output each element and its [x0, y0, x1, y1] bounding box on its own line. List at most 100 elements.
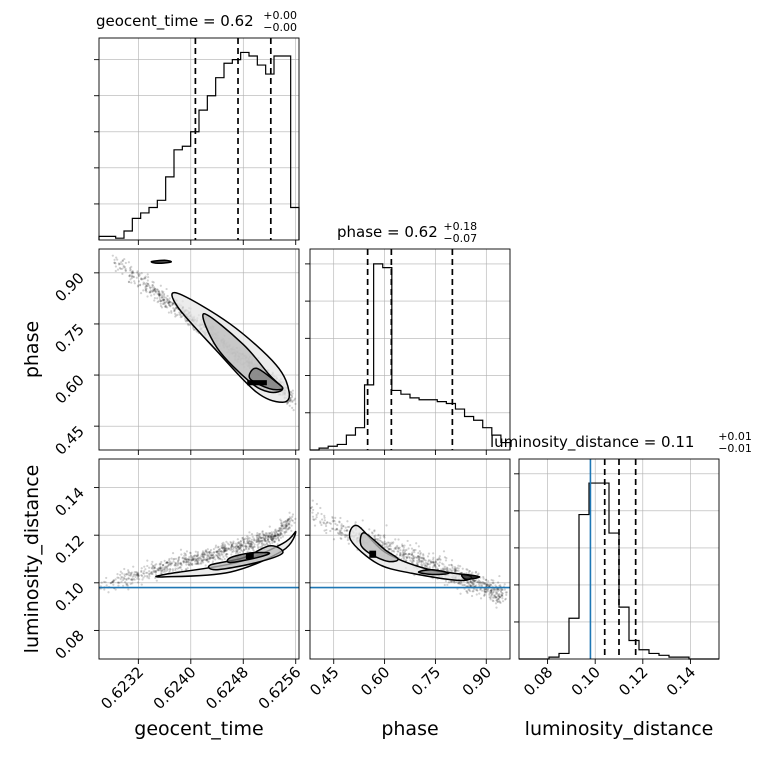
pair-0-sample — [150, 290, 153, 293]
pair-1-density — [99, 511, 297, 594]
pair-1-sample — [143, 575, 147, 578]
pair-2-sample — [503, 588, 506, 591]
pair-1-sample — [266, 535, 269, 538]
pair-2-sample — [499, 595, 502, 598]
pair-2-sample — [429, 559, 432, 562]
pair-2-sample — [427, 560, 430, 563]
pair-0-sample — [151, 286, 154, 289]
pair-0-sample — [121, 272, 124, 276]
pair-1-sample — [210, 556, 213, 559]
pair-2-sample — [471, 582, 474, 585]
pair-1-sample — [155, 569, 158, 572]
pair-0-sample — [186, 322, 190, 325]
pair-1-sample — [195, 555, 198, 558]
pair-1-sample — [218, 552, 221, 556]
pair-2-sample — [416, 562, 419, 565]
pair-2-sample — [346, 529, 349, 532]
pair-1-sample — [190, 555, 193, 558]
pair-2-frame — [309, 458, 511, 660]
pair-2-sample — [487, 584, 490, 587]
pair-0-sample — [153, 299, 156, 302]
pair-1-sample — [248, 545, 251, 548]
pair-2-sample — [315, 502, 319, 506]
pair-1-sample — [140, 574, 144, 578]
pair-2-sample — [468, 588, 471, 591]
pair-2-sample — [397, 538, 400, 541]
pair-2-sample — [323, 519, 326, 522]
pair-2-sample — [454, 570, 457, 573]
pair-0-sample — [113, 261, 116, 264]
pair-2-sample — [446, 569, 449, 572]
pair-0-sample — [122, 264, 125, 268]
pair-2-sample — [446, 583, 449, 586]
pair-2-sample — [470, 584, 473, 587]
pair-1-sample — [149, 571, 153, 575]
pair-2-sample — [483, 594, 486, 597]
yaxis-label-2: luminosity_distance — [21, 465, 43, 654]
pair-2-sample — [346, 534, 349, 537]
pair-2-sample — [319, 520, 322, 523]
pair-1-sample — [160, 560, 163, 564]
pair-0-sample — [162, 299, 165, 302]
pair-2-sample — [416, 561, 419, 564]
pair-1-sample — [158, 567, 162, 570]
pair-1-sample — [161, 564, 165, 567]
pair-1-sample — [279, 533, 282, 536]
pair-1-sample — [270, 534, 273, 537]
pair-2-sample — [483, 582, 486, 585]
pair-2-sample — [433, 563, 436, 566]
pair-1-sample — [166, 561, 169, 564]
pair-2-sample — [494, 602, 498, 605]
ytick-label-1-0: 0.45 — [51, 422, 87, 458]
pair-2-sample — [348, 525, 351, 528]
pair-1-sample — [246, 535, 249, 538]
pair-1-sample — [233, 545, 236, 548]
pair-0-sample — [123, 265, 127, 269]
pair-1-sample — [182, 561, 185, 564]
pair-1-sample — [177, 566, 181, 570]
pair-2-sample — [342, 533, 345, 536]
pair-1-sample — [166, 561, 169, 564]
pair-1-sample — [256, 543, 259, 546]
pair-2-sample — [411, 552, 414, 556]
pair-2-sample — [340, 537, 343, 540]
pair-1-sample — [127, 577, 130, 580]
pair-2-sample — [417, 556, 421, 559]
pair-1-sample — [127, 574, 130, 577]
pair-0-sample — [147, 276, 150, 279]
diag-0-title-minus: −0.00 — [263, 21, 297, 34]
pair-0-sample — [167, 302, 170, 305]
pair-0-sample — [168, 304, 171, 307]
pair-1-sample — [171, 568, 175, 571]
pair-2-sample — [496, 600, 499, 603]
pair-2-sample — [484, 585, 488, 588]
pair-1-sample — [223, 547, 227, 550]
pair-1-sample — [252, 541, 255, 545]
pair-0-sample — [166, 298, 169, 301]
pair-2-sample — [374, 534, 377, 537]
pair-2-sample — [495, 595, 499, 599]
pair-2-sample — [388, 547, 391, 551]
pair-1-sample — [205, 558, 208, 561]
pair-1-sample — [272, 530, 276, 534]
pair-1-sample — [223, 549, 226, 552]
pair-2-sample — [492, 588, 495, 591]
pair-2-sample — [469, 580, 472, 583]
pair-2-sample — [432, 552, 435, 555]
pair-2-sample — [491, 581, 494, 584]
pair-0-sample — [133, 280, 136, 283]
pair-2-sample — [339, 529, 342, 532]
pair-2-sample — [336, 523, 339, 527]
pair-2-sample — [333, 520, 336, 523]
pair-1-sample — [218, 550, 221, 553]
pair-0-sample — [169, 304, 172, 307]
pair-2-sample — [377, 533, 380, 536]
pair-2-sample — [417, 559, 421, 562]
pair-1-sample — [276, 529, 279, 532]
pair-1-sample — [280, 519, 283, 523]
pair-2-sample — [498, 574, 501, 578]
pair-1-sample — [134, 575, 137, 578]
pair-1-sample — [210, 554, 213, 557]
pair-1-sample — [179, 566, 182, 569]
pair-0-sample — [135, 276, 138, 279]
